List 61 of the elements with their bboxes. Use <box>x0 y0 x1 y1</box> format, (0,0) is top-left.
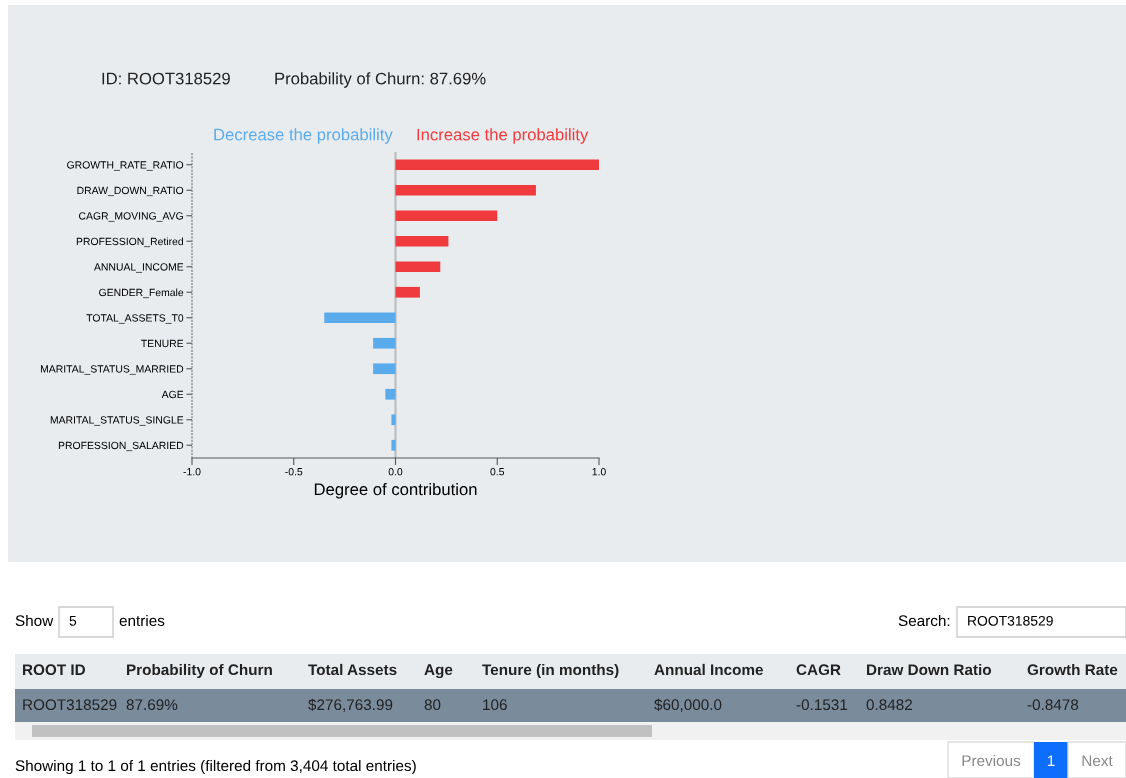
bar <box>395 286 420 298</box>
bar <box>395 184 536 196</box>
text: 80 <box>424 699 441 711</box>
text: Previous <box>962 754 1021 767</box>
text: $60,000.0 <box>654 698 722 712</box>
text: 0.8482 <box>866 699 912 711</box>
y-tick-label: MARITAL_STATUS_MARRIED <box>40 365 184 375</box>
y-tick-label: DRAW_DOWN_RATIO <box>77 186 184 197</box>
text: Probability of Churn <box>127 663 272 679</box>
text: -0.1531 <box>796 699 848 711</box>
x-tick-label: 0.5 <box>490 468 505 476</box>
bar <box>373 363 396 375</box>
text: ID: ROOT318529 <box>102 72 230 85</box>
text: 87.69% <box>126 699 178 711</box>
y-tick-label: TENURE <box>141 339 184 348</box>
bar <box>395 235 449 247</box>
bar <box>391 439 396 451</box>
bar <box>395 261 441 273</box>
text: entries <box>119 614 165 627</box>
y-tick-label: ANNUAL_INCOME <box>93 263 184 273</box>
text: CAGR <box>796 664 841 676</box>
text: ROOT318529 <box>968 615 1053 626</box>
text: 1 <box>1047 755 1055 766</box>
text: 5 <box>69 616 77 626</box>
text: -0.8478 <box>1027 699 1079 711</box>
text: Growth Rate <box>1027 663 1118 676</box>
x-tick-label: -1.0 <box>183 468 201 476</box>
x-tick-label: 1.0 <box>592 468 606 476</box>
x-tick-label: -0.5 <box>285 468 303 476</box>
y-tick-label: GROWTH_RATE_RATIO <box>67 161 184 171</box>
y-tick-label: GENDER_Female <box>99 288 184 299</box>
x-tick-label: 0.0 <box>388 468 403 476</box>
text: Search: <box>898 614 950 627</box>
bar <box>324 312 396 324</box>
y-tick-label: PROFESSION_Retired <box>76 237 183 248</box>
bar <box>395 159 599 171</box>
bar <box>395 210 498 222</box>
text: $276,763.99 <box>308 698 393 712</box>
bar <box>385 388 396 400</box>
text: Show <box>15 614 54 627</box>
text: 106 <box>483 699 507 711</box>
text: Increase the probability <box>417 128 589 144</box>
text: Draw Down Ratio <box>867 663 992 676</box>
y-tick-label: AGE <box>161 390 184 399</box>
text: ROOT ID <box>23 664 86 676</box>
text: Tenure (in months) <box>482 663 619 679</box>
text: Showing 1 to 1 of 1 entries (filtered from 3,404 total entries) <box>15 759 416 775</box>
text: Probability of Churn: 87.69% <box>275 72 486 88</box>
y-tick-label: CAGR_MOVING_AVG <box>79 212 183 222</box>
x-axis-title: Degree of contribution <box>314 482 477 499</box>
y-tick-label: PROFESSION_SALARIED <box>58 441 184 452</box>
text: Annual Income <box>654 663 763 676</box>
bar <box>391 414 396 426</box>
text: Decrease the probability <box>214 128 393 144</box>
bar <box>373 337 396 349</box>
text: Total Assets <box>308 663 397 676</box>
text: Next <box>1082 755 1113 767</box>
text: Age <box>424 664 453 679</box>
y-tick-label: TOTAL_ASSETS_T0 <box>86 314 184 324</box>
y-tick-label: MARITAL_STATUS_SINGLE <box>50 416 184 426</box>
text: ROOT318529 <box>23 699 117 711</box>
